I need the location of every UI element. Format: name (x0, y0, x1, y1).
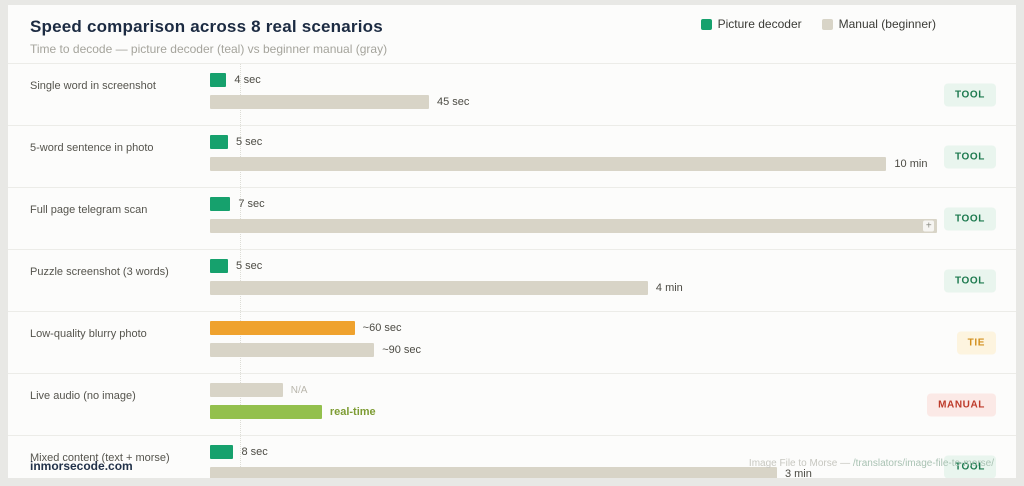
overflow-plus-icon: + (923, 220, 935, 232)
table-row: Live audio (no image) N/A real-time MANUA… (8, 373, 1016, 435)
bar-line: 8 sec (210, 445, 992, 459)
bar-line: ~60 sec (210, 321, 992, 335)
row-label: Live audio (no image) (30, 390, 136, 402)
status-badge: MANUAL (927, 393, 996, 416)
bar-line: 5 sec (210, 135, 992, 149)
legend-item-manual: Manual (beginner) (821, 17, 936, 31)
legend-item-picture-decoder: Picture decoder (700, 17, 802, 31)
bar-line: 4 sec (210, 73, 992, 87)
bar-line: 10 min (210, 157, 992, 171)
gray-bar (210, 467, 777, 478)
watermark-text: Image File to Morse — (748, 458, 853, 469)
row-bars: N/A real-time (210, 374, 992, 435)
legend-swatch-gray (821, 18, 833, 30)
bar-value-label: real-time (329, 406, 376, 418)
bar-line: 5 sec (210, 259, 992, 273)
table-row: Mixed content (text + morse) 8 sec 3 min … (8, 435, 1016, 478)
table-row: 5-word sentence in photo 5 sec 10 min TOO… (8, 125, 1016, 187)
status-badge: TOOL (944, 207, 996, 230)
teal-bar (210, 73, 227, 87)
bar-value-label: 10 min (894, 158, 928, 170)
status-badge: TOOL (944, 455, 996, 478)
bar-value-label: 8 sec (241, 446, 268, 458)
chart-card: Speed comparison across 8 real scenarios… (8, 5, 1016, 478)
bar-line: 3 min (210, 467, 992, 478)
orange-bar (210, 321, 355, 335)
row-label: Single word in screenshot (30, 80, 156, 92)
bar-line: 7 sec (210, 197, 992, 211)
legend-swatch-teal (700, 18, 712, 30)
bar-value-label: N/A (290, 384, 308, 396)
legend-label: Manual (beginner) (838, 17, 936, 31)
status-badge: TOOL (944, 83, 996, 106)
bar-value-label: 7 sec (238, 198, 265, 210)
teal-bar (210, 259, 228, 273)
teal-bar (210, 135, 228, 149)
row-bars: 5 sec 4 min (210, 250, 992, 311)
table-row: Low-quality blurry photo ~60 sec ~90 sec … (8, 311, 1016, 373)
bar-line: 4 min (210, 281, 992, 295)
row-bars: 8 sec 3 min (210, 436, 992, 478)
green-bar (210, 405, 322, 419)
site-name: inmorsecode.com (30, 459, 133, 473)
chart-subtitle: Time to decode — picture decoder (teal) … (30, 42, 388, 56)
legend-label: Picture decoder (717, 17, 802, 31)
gray-bar (210, 95, 429, 109)
status-badge: TOOL (944, 269, 996, 292)
bar-value-label: 4 min (655, 282, 683, 294)
baseline-dotted-divider (240, 63, 241, 478)
row-bars: 5 sec 10 min (210, 126, 992, 187)
rows: Single word in screenshot 4 sec 45 sec TO… (8, 63, 1016, 478)
watermark: Image File to Morse — /translators/image… (749, 458, 994, 469)
chart-title: Speed comparison across 8 real scenarios (30, 17, 383, 36)
bar-value-label: 5 sec (235, 260, 263, 272)
status-badge: TOOL (944, 145, 996, 168)
teal-bar (210, 197, 231, 211)
row-bars: ~60 sec ~90 sec (210, 312, 992, 373)
legend: Picture decoder Manual (beginner) (700, 17, 936, 31)
bar-line: +30 min (210, 219, 992, 233)
bar-value-label: 5 sec (235, 136, 263, 148)
bar-line: real-time (210, 405, 992, 419)
row-label: 5-word sentence in photo (30, 142, 154, 154)
gray-bar (210, 157, 887, 171)
row-label: Low-quality blurry photo (30, 328, 147, 340)
status-badge: TIE (956, 331, 996, 354)
watermark-link: /translators/image-file-to-morse/ (852, 458, 994, 469)
chart-header: Speed comparison across 8 real scenarios… (8, 5, 1016, 63)
row-label: Mixed content (text + morse) (30, 452, 170, 464)
row-bars: 4 sec 45 sec (210, 64, 992, 125)
table-row: Puzzle screenshot (3 words) 5 sec 4 min T… (8, 249, 1016, 311)
teal-bar (210, 445, 234, 459)
bar-value-label: 3 min (784, 468, 812, 478)
bar-value-label: ~90 sec (382, 344, 422, 356)
bar-value-label: 4 sec (234, 74, 261, 86)
gray-bar (210, 281, 648, 295)
bar-value-label: 45 sec (436, 96, 470, 108)
bar-line: 45 sec (210, 95, 992, 109)
bar-line: N/A (210, 383, 992, 397)
row-label: Puzzle screenshot (3 words) (30, 266, 169, 278)
gray-bar: + (210, 219, 938, 233)
row-bars: 7 sec +30 min (210, 188, 992, 249)
gray-bar (210, 343, 375, 357)
bar-value-label: ~60 sec (362, 322, 402, 334)
table-row: Full page telegram scan 7 sec +30 min TOO… (8, 187, 1016, 249)
bar-line: ~90 sec (210, 343, 992, 357)
table-row: Single word in screenshot 4 sec 45 sec TO… (8, 63, 1016, 125)
gray-bar (210, 383, 283, 397)
row-label: Full page telegram scan (30, 204, 148, 216)
